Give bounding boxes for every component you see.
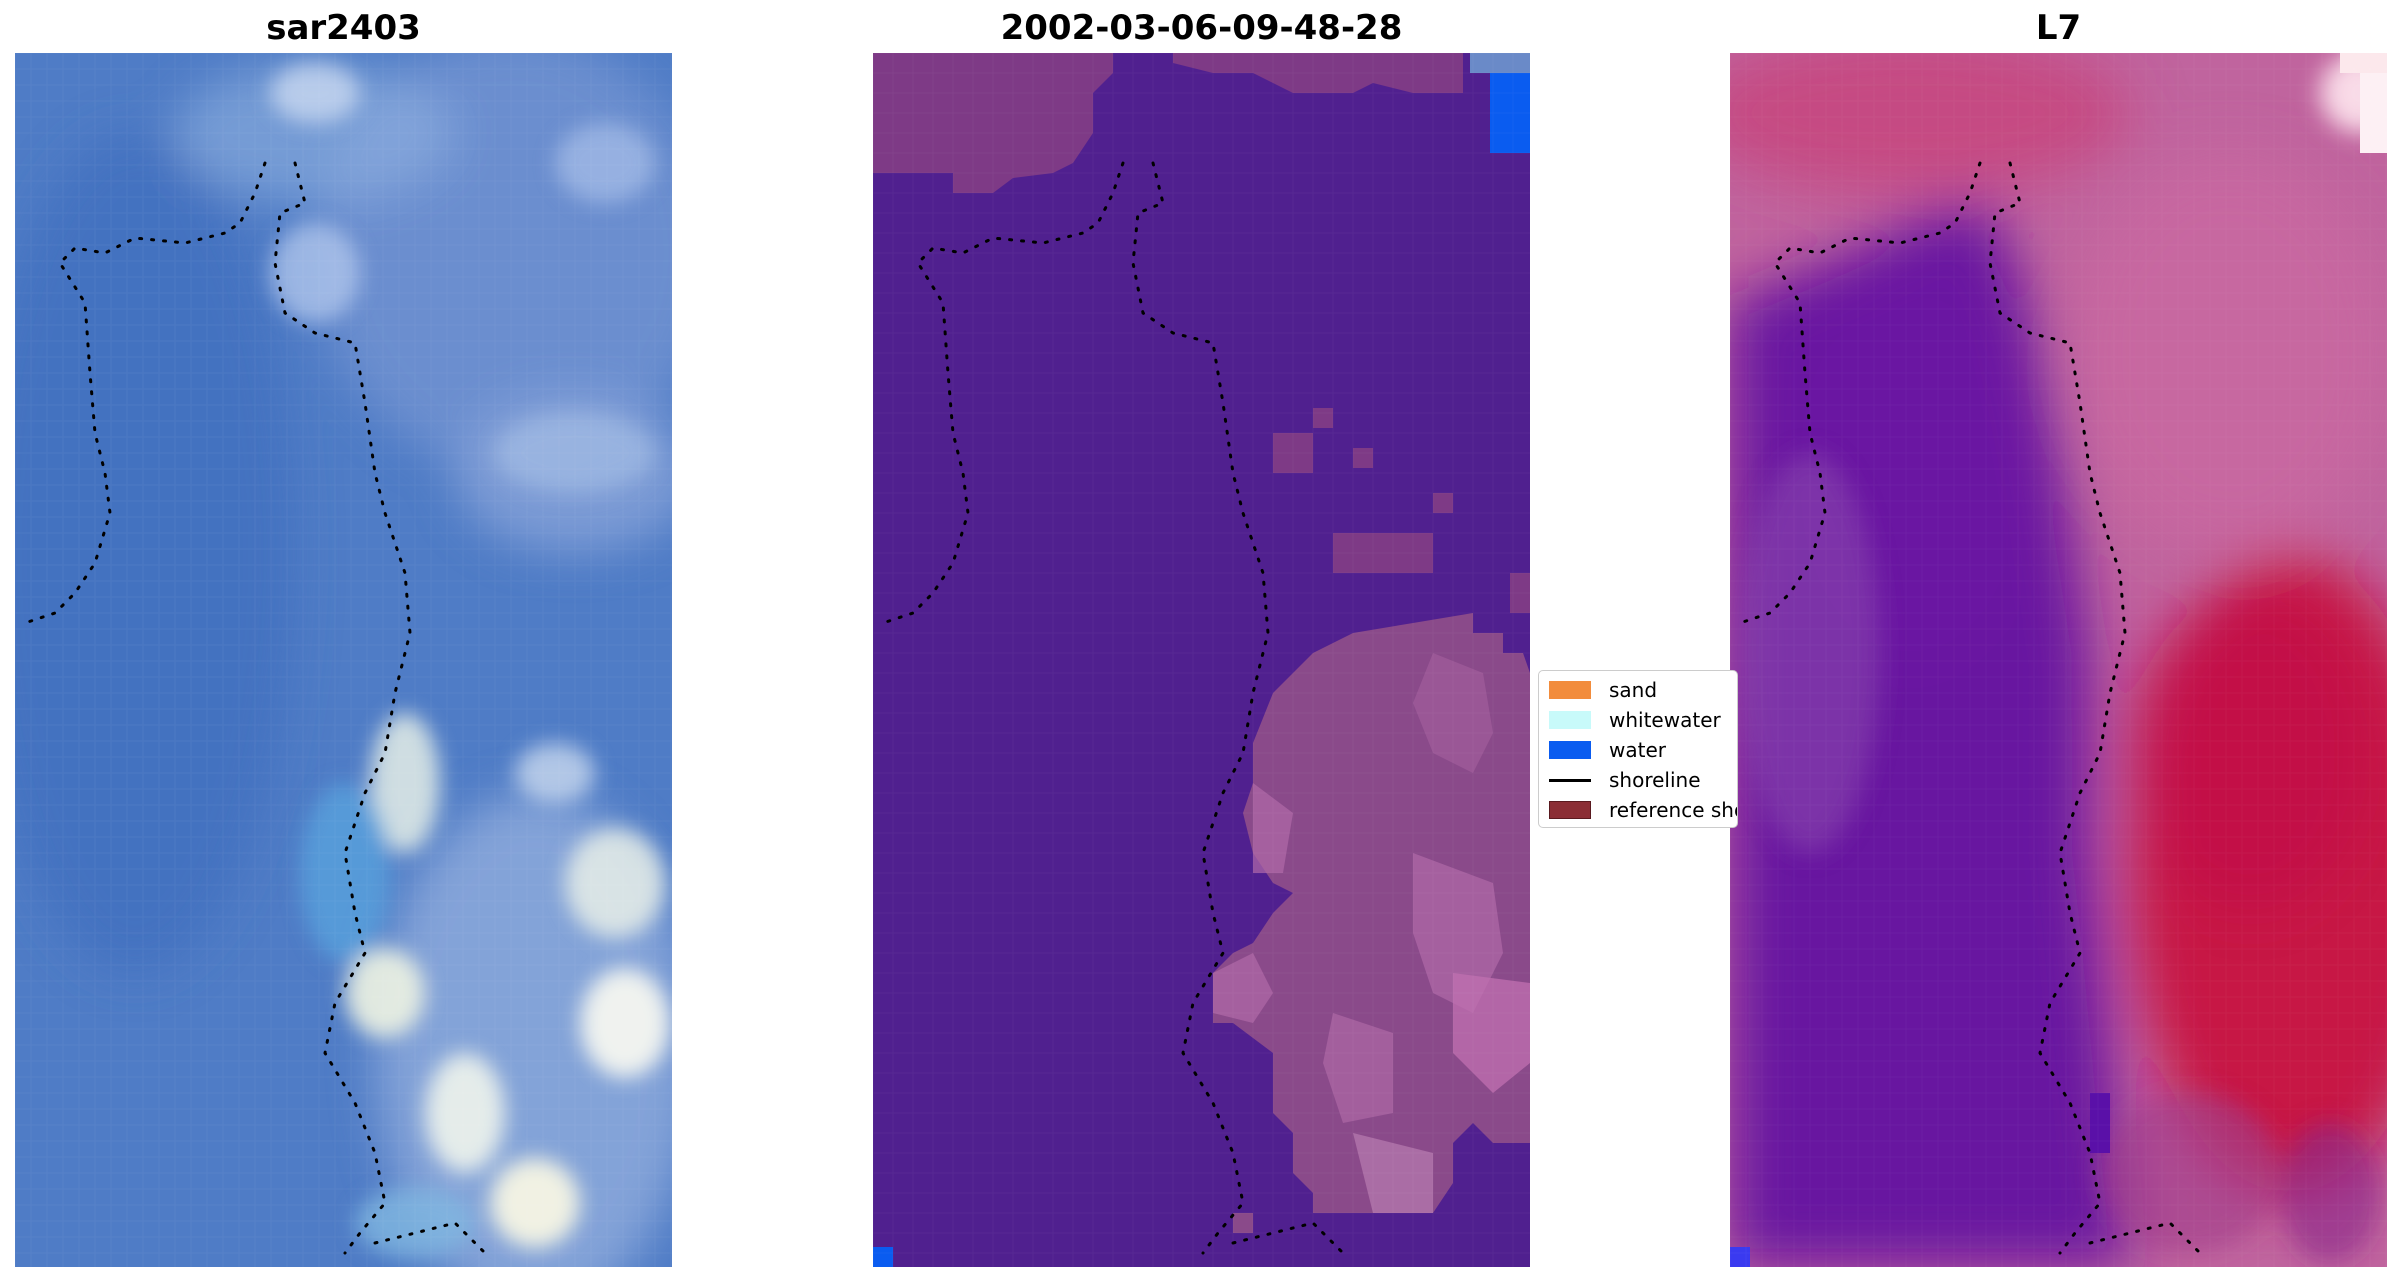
rgb-image-panel — [15, 53, 672, 1267]
whitewater-swatch-icon — [1549, 711, 1591, 729]
classification-panel — [873, 53, 1530, 1267]
legend: sand whitewater water shoreline referenc… — [1538, 670, 1738, 828]
index-panel — [1730, 53, 2387, 1267]
legend-item-reference-shoreline: reference shoreline — [1549, 795, 1737, 825]
legend-item-shoreline: shoreline — [1549, 765, 1701, 795]
legend-label-sand: sand — [1609, 678, 1658, 702]
legend-label-shoreline: shoreline — [1609, 768, 1701, 792]
legend-item-whitewater: whitewater — [1549, 705, 1721, 735]
rgb-image — [15, 53, 672, 1267]
legend-label-water: water — [1609, 738, 1666, 762]
water-swatch-icon — [1549, 741, 1591, 759]
legend-item-water: water — [1549, 735, 1666, 765]
panel-title-classification: 2002-03-06-09-48-28 — [1000, 8, 1403, 48]
index-image — [1730, 53, 2387, 1267]
classification-image — [873, 53, 1530, 1267]
panel-title-index: L7 — [2035, 8, 2082, 48]
panel-title-rgb: sar2403 — [266, 8, 421, 48]
shoreline-line-icon — [1549, 778, 1591, 782]
sand-swatch-icon — [1549, 681, 1591, 699]
reference-shoreline-swatch-icon — [1549, 801, 1591, 819]
legend-label-reference-shoreline: reference shoreline — [1609, 798, 1737, 822]
legend-label-whitewater: whitewater — [1609, 708, 1721, 732]
legend-item-sand: sand — [1549, 675, 1657, 705]
